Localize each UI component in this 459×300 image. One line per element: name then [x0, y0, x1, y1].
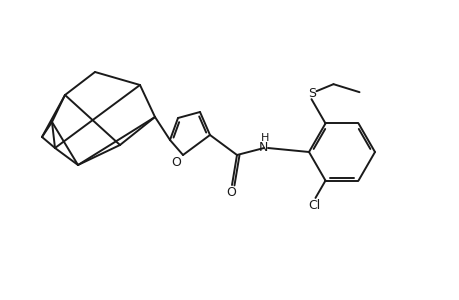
Text: H: H [260, 133, 269, 143]
Text: N: N [258, 140, 267, 154]
Text: Cl: Cl [308, 200, 320, 212]
Text: S: S [308, 87, 316, 100]
Text: O: O [171, 155, 180, 169]
Text: O: O [225, 187, 235, 200]
